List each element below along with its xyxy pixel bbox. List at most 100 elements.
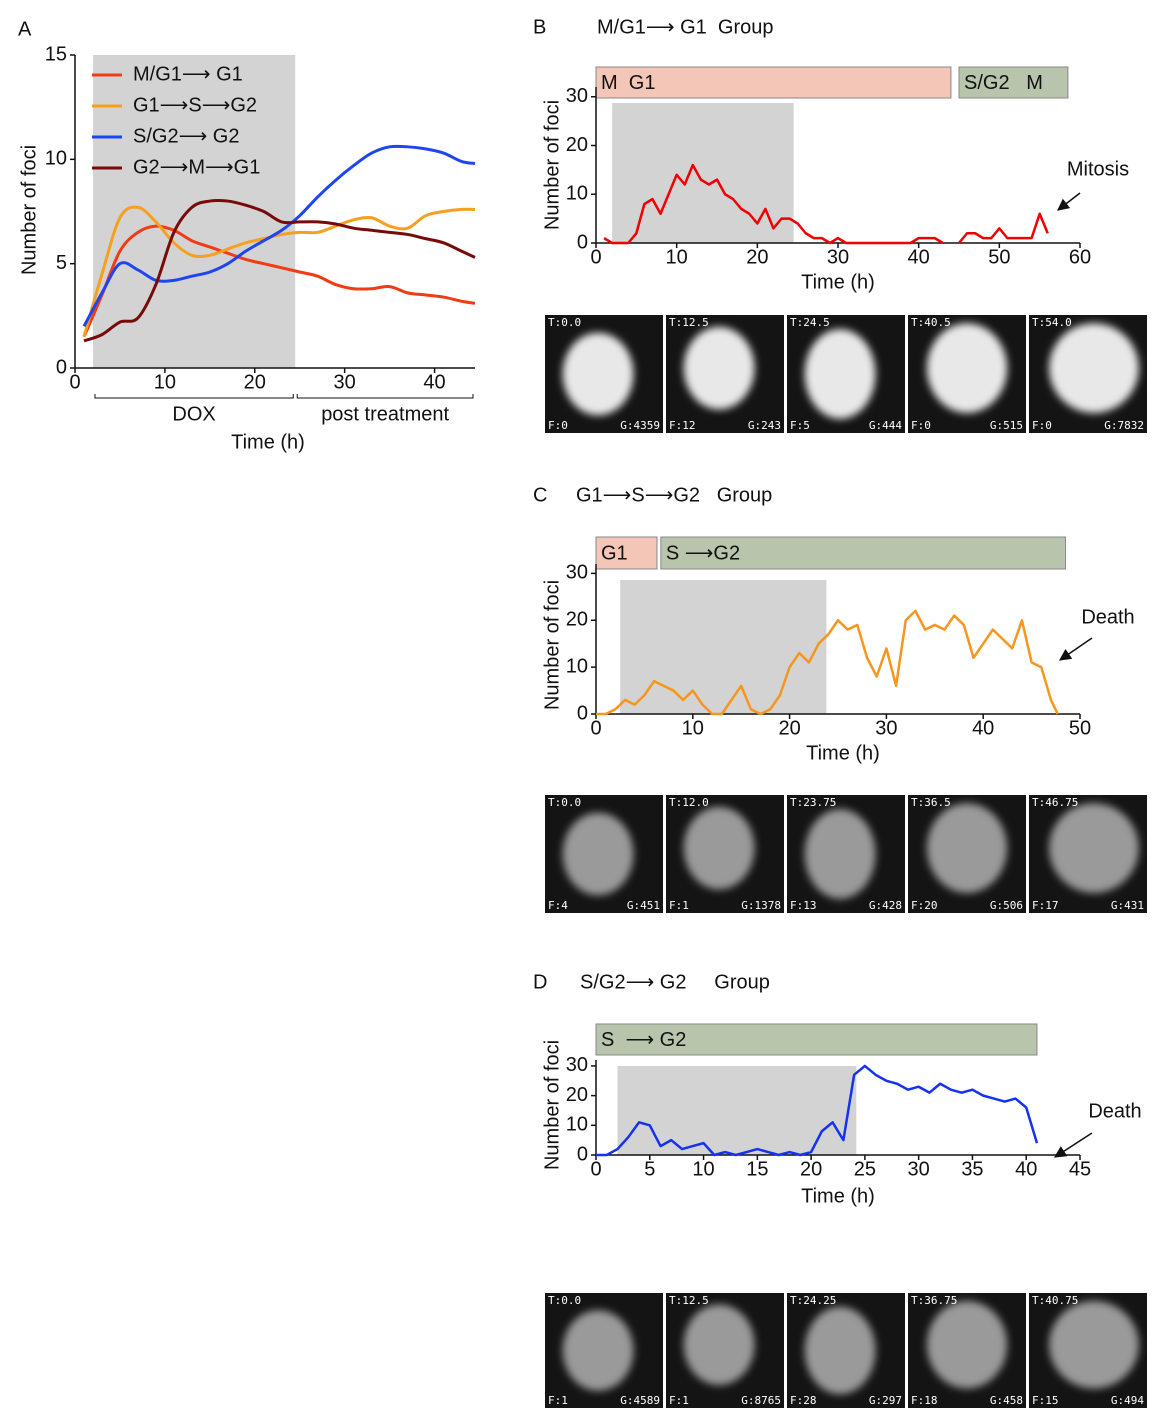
frame-intensity: G:297 — [869, 1394, 902, 1407]
x-tick-label: 20 — [244, 371, 266, 393]
annotation-arrow — [1059, 637, 1093, 661]
y-tick-label: 15 — [45, 43, 67, 65]
x-axis-label: Time (h) — [801, 271, 875, 293]
x-tick-label: 30 — [334, 371, 356, 393]
frame-time: T:40.75 — [1032, 1294, 1078, 1307]
shaded-region — [617, 1066, 857, 1155]
frame-foci: F:12 — [669, 419, 696, 432]
series-line — [596, 1064, 1039, 1157]
frame-time: T:36.5 — [911, 796, 951, 809]
x-tick-label: 30 — [827, 246, 849, 268]
frame-intensity: G:1378 — [741, 899, 781, 912]
frame-time: T:23.75 — [790, 796, 836, 809]
x-tick-label: 40 — [1015, 1158, 1037, 1180]
frame-intensity: G:431 — [1111, 899, 1144, 912]
frame-foci: F:1 — [548, 1394, 568, 1407]
panel-letter: A — [18, 18, 32, 40]
frame-foci: F:13 — [790, 899, 817, 912]
y-tick-label: 30 — [566, 1054, 588, 1076]
phase-bar — [958, 66, 1069, 99]
cell-nucleus — [562, 1310, 634, 1391]
y-tick-label: 10 — [45, 148, 67, 170]
frame-intensity: G:7832 — [1104, 419, 1144, 432]
series-line — [83, 198, 476, 343]
annotation: Mitosis — [1067, 158, 1129, 180]
y-tick-label: 10 — [566, 655, 588, 677]
period-label: DOX — [172, 403, 215, 425]
frame-time: T:24.5 — [790, 316, 830, 329]
frame-time: T:12.0 — [669, 796, 709, 809]
frame-foci: F:18 — [911, 1394, 938, 1407]
cell-nucleus — [562, 812, 634, 896]
frame-time: T:12.5 — [669, 1294, 709, 1307]
panel-title: S/G2⟶ G2 Group — [580, 971, 770, 993]
frame-foci: F:1 — [669, 1394, 689, 1407]
series-line — [82, 144, 476, 327]
frame-intensity: G:428 — [869, 899, 902, 912]
x-tick-label: 50 — [988, 246, 1010, 268]
y-tick-label: 5 — [56, 252, 67, 274]
phase-bar — [660, 536, 1066, 570]
frame-time: T:12.5 — [669, 316, 709, 329]
cell-nucleus — [804, 329, 876, 419]
y-tick-label: 20 — [566, 134, 588, 156]
x-tick-label: 0 — [590, 1158, 601, 1180]
cell-nucleus — [1049, 1301, 1139, 1389]
cell-nucleus — [562, 332, 634, 416]
panel-letter: B — [533, 16, 546, 38]
series-line — [82, 224, 476, 338]
phase-label: M G1 — [601, 72, 655, 94]
y-tick-label: 0 — [577, 702, 588, 724]
panel: M G1 S/G2 M 0 10 20 30 40 50 60 0 10 20 30 B M/G1⟶ G1 … — [533, 16, 1147, 433]
frame-time: T:24.25 — [790, 1294, 836, 1307]
frame-time: T:36.75 — [911, 1294, 957, 1307]
y-tick-label: 10 — [566, 183, 588, 205]
phase-label: S ⟶G2 — [666, 542, 740, 564]
annotation: Death — [1088, 1100, 1141, 1122]
legend-label: G2⟶M⟶G1 — [133, 156, 260, 178]
legend-label: M/G1⟶ G1 — [133, 63, 243, 85]
x-tick-label: 20 — [800, 1158, 822, 1180]
y-axis-label: Number of foci — [18, 145, 40, 275]
x-axis-label: Time (h) — [801, 1185, 875, 1207]
frame-time: T:40.5 — [911, 316, 951, 329]
x-tick-label: 40 — [908, 246, 930, 268]
x-tick-label: 10 — [692, 1158, 714, 1180]
x-tick-label: 20 — [746, 246, 768, 268]
x-tick-label: 60 — [1069, 246, 1091, 268]
y-tick-label: 0 — [577, 1143, 588, 1165]
x-tick-label: 30 — [908, 1158, 930, 1180]
period-bracket — [94, 394, 294, 399]
x-tick-label: 15 — [746, 1158, 768, 1180]
period-label: post treatment — [321, 403, 449, 425]
legend-label: S/G2⟶ G2 — [133, 125, 239, 147]
y-tick-label: 30 — [566, 85, 588, 107]
y-axis-label: Number of foci — [541, 1040, 563, 1170]
x-tick-label: 35 — [961, 1158, 983, 1180]
x-tick-label: 10 — [682, 717, 704, 739]
frame-intensity: G:451 — [627, 899, 660, 912]
x-tick-label: 30 — [875, 717, 897, 739]
frame-intensity: G:444 — [869, 419, 902, 432]
panel-title: G1⟶S⟶G2 Group — [576, 484, 772, 506]
frame-intensity: G:506 — [990, 899, 1023, 912]
cell-nucleus — [926, 803, 1008, 893]
series-line — [596, 609, 1059, 716]
legend-label: G1⟶S⟶G2 — [133, 94, 257, 116]
y-tick-label: 0 — [56, 356, 67, 378]
panel-title: M/G1⟶ G1 Group — [597, 16, 774, 38]
y-axis-label: Number of foci — [541, 580, 563, 710]
x-tick-label: 0 — [590, 246, 601, 268]
frame-foci: F:17 — [1032, 899, 1059, 912]
series-line — [82, 205, 476, 338]
annotation: Death — [1081, 606, 1134, 628]
cell-nucleus — [926, 1301, 1008, 1389]
phase-label: S/G2 M — [964, 72, 1043, 94]
annotation-arrow — [1053, 1132, 1093, 1158]
frame-time: T:46.75 — [1032, 796, 1078, 809]
phase-bar — [595, 1023, 1038, 1056]
x-tick-label: 45 — [1069, 1158, 1091, 1180]
x-tick-label: 0 — [69, 371, 80, 393]
